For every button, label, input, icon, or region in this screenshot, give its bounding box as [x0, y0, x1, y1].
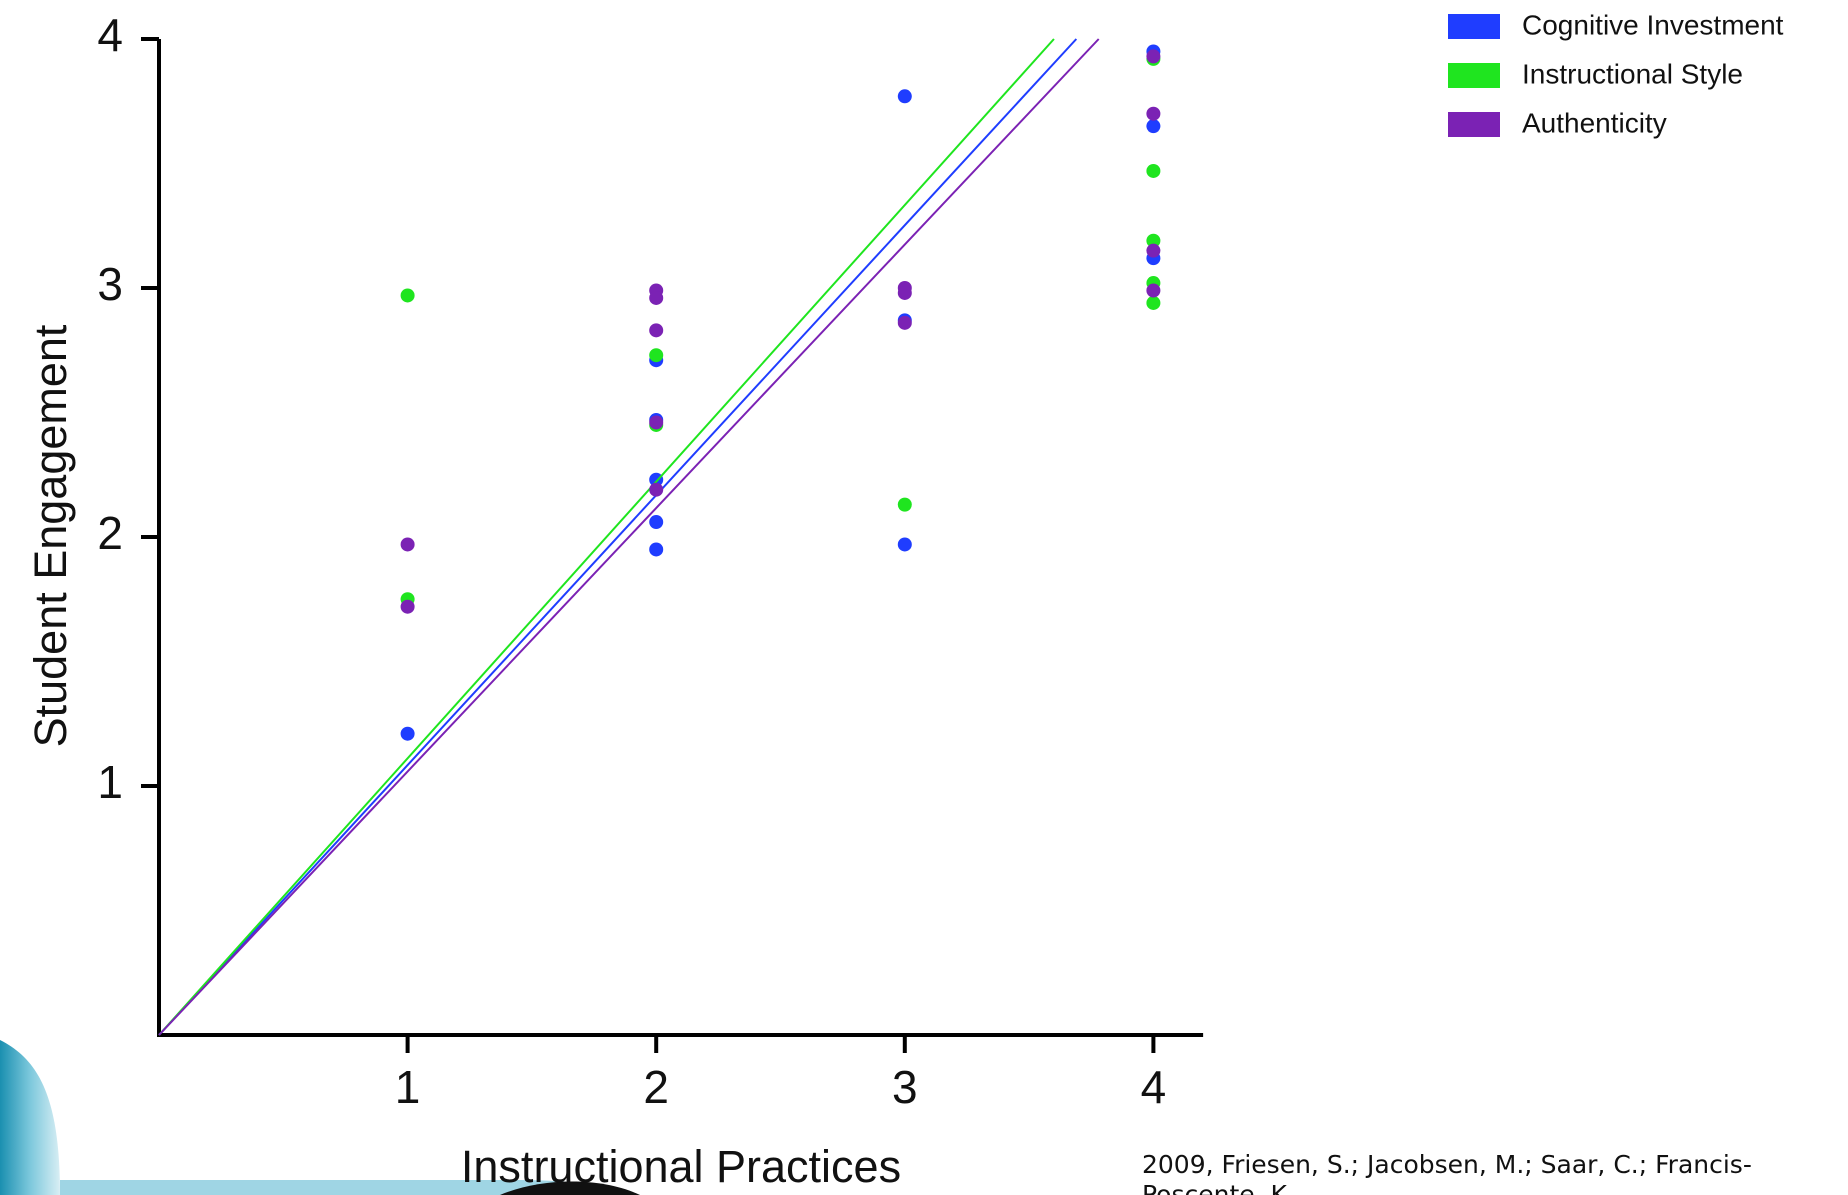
point	[649, 323, 664, 338]
point	[649, 542, 664, 557]
point	[649, 290, 664, 305]
point	[649, 348, 664, 363]
point	[1146, 295, 1161, 310]
x-axis-label: Instructional Practices	[461, 1141, 901, 1192]
point	[400, 288, 415, 303]
legend-label: Authenticity	[1522, 107, 1667, 138]
legend-swatch	[1448, 112, 1500, 137]
point	[400, 726, 415, 741]
fit-line	[158, 38, 1078, 1036]
y-tick-label: 3	[97, 258, 123, 310]
x-tick-label: 3	[892, 1061, 918, 1113]
point	[400, 599, 415, 614]
legend-swatch	[1448, 14, 1500, 39]
point	[897, 285, 912, 300]
point	[897, 315, 912, 330]
point	[649, 472, 664, 487]
point	[1146, 283, 1161, 298]
citation: 2009, Friesen, S.; Jacobsen, M.; Saar, C…	[1142, 1150, 1752, 1195]
point	[649, 515, 664, 530]
point	[649, 482, 664, 497]
y-axis-label: Student Engagement	[25, 324, 76, 747]
x-tick-label: 1	[395, 1061, 421, 1113]
point	[400, 537, 415, 552]
x-tick-label: 2	[643, 1061, 669, 1113]
point	[649, 415, 664, 430]
fit-line	[158, 38, 1100, 1036]
x-tick-label: 4	[1141, 1061, 1167, 1113]
point	[1146, 233, 1161, 248]
legend-label: Instructional Style	[1522, 58, 1743, 89]
point	[1146, 106, 1161, 121]
point	[1146, 49, 1161, 64]
y-tick-label: 4	[97, 9, 123, 61]
y-tick-label: 2	[97, 507, 123, 559]
y-tick-label: 1	[97, 756, 123, 808]
point	[1146, 119, 1161, 134]
decor-shadow	[500, 1181, 640, 1195]
decor-swoosh	[0, 1040, 60, 1195]
point	[897, 497, 912, 512]
point	[897, 89, 912, 104]
point	[1146, 243, 1161, 258]
decor-band	[60, 1180, 640, 1195]
fit-line	[158, 38, 1055, 1036]
point	[897, 537, 912, 552]
legend-swatch	[1448, 63, 1500, 88]
legend-label: Cognitive Investment	[1522, 9, 1784, 40]
point	[1146, 163, 1161, 178]
